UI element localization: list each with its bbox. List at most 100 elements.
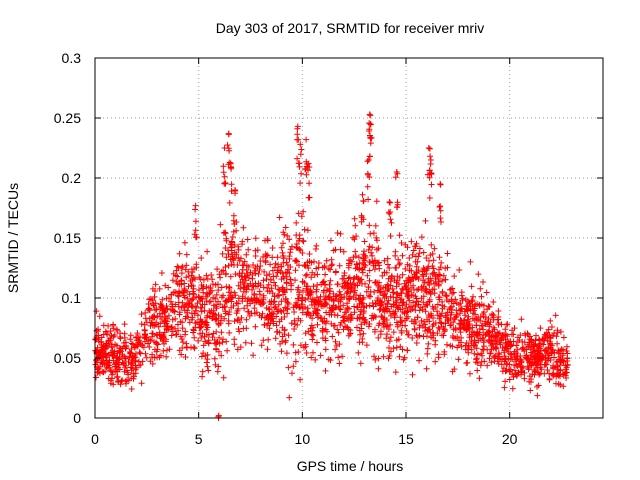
data-point [468, 298, 475, 305]
data-point [296, 262, 302, 269]
data-point [249, 286, 255, 293]
data-point [306, 180, 313, 187]
data-point [128, 361, 135, 368]
data-point [432, 337, 439, 344]
data-point [347, 327, 354, 334]
data-point [411, 286, 417, 293]
data-point [441, 303, 448, 310]
data-point [341, 294, 348, 300]
data-point [468, 346, 475, 353]
data-point [521, 369, 528, 376]
data-point [144, 340, 151, 347]
data-point [385, 355, 392, 362]
data-point [230, 212, 237, 219]
data-point [222, 271, 229, 278]
data-point [288, 282, 295, 289]
data-point [191, 345, 198, 352]
data-point [355, 295, 362, 302]
data-point [216, 271, 223, 278]
data-point [286, 253, 293, 260]
data-point [303, 271, 310, 278]
data-point [553, 380, 559, 387]
data-point [404, 331, 411, 338]
data-point [543, 329, 550, 336]
data-point [222, 264, 229, 270]
data-point [291, 326, 298, 332]
data-point [450, 300, 457, 307]
data-point [365, 196, 372, 203]
data-point [219, 339, 226, 346]
data-point [188, 297, 194, 304]
data-point [309, 315, 316, 322]
data-point [348, 311, 354, 318]
data-point [291, 309, 298, 315]
data-point [240, 325, 247, 332]
data-point [367, 293, 374, 300]
data-point [408, 267, 415, 274]
data-point [491, 332, 498, 339]
data-point [373, 246, 380, 253]
data-point [297, 304, 303, 311]
data-point [218, 352, 225, 359]
data-point [261, 321, 268, 328]
data-point [495, 316, 502, 323]
data-point [325, 265, 332, 272]
data-point [442, 276, 449, 283]
data-point [412, 307, 419, 314]
data-point [393, 290, 400, 297]
data-point [179, 319, 186, 326]
y-tick-label: 0.2 [62, 170, 82, 186]
data-point [437, 207, 444, 214]
data-point [114, 327, 121, 334]
data-point [308, 322, 315, 329]
data-point [228, 289, 235, 296]
data-point [181, 292, 187, 299]
data-point [493, 338, 499, 345]
data-point [435, 354, 442, 361]
data-point [305, 160, 312, 167]
data-point [230, 257, 237, 263]
data-point [429, 323, 436, 330]
data-point [272, 260, 279, 267]
data-point [322, 271, 329, 278]
data-point [206, 298, 213, 305]
data-point [418, 317, 425, 324]
data-point [401, 354, 408, 361]
data-point [418, 234, 425, 241]
data-point [475, 337, 482, 344]
data-point [489, 311, 496, 317]
data-point [318, 315, 325, 322]
data-point [397, 343, 404, 350]
data-point [469, 315, 476, 322]
data-point [246, 297, 253, 304]
data-point [263, 276, 270, 283]
data-point [531, 355, 538, 362]
data-point [192, 276, 198, 283]
data-point [404, 347, 411, 354]
data-point [251, 267, 258, 274]
data-point [133, 364, 140, 371]
data-point [179, 263, 186, 270]
data-point [335, 329, 342, 336]
data-point [559, 356, 565, 363]
data-point [525, 331, 532, 338]
data-point [397, 319, 404, 326]
data-point [284, 232, 291, 239]
data-point [546, 375, 553, 382]
data-point [537, 364, 544, 371]
data-point [96, 313, 103, 320]
data-point [359, 267, 366, 273]
data-point [334, 312, 341, 319]
data-point [260, 284, 267, 291]
data-point [111, 332, 118, 338]
data-point [391, 311, 398, 318]
data-point [439, 310, 445, 317]
data-point [458, 306, 464, 313]
data-point [485, 303, 492, 310]
data-point [330, 304, 336, 311]
data-point [214, 266, 221, 273]
data-point [424, 333, 430, 340]
data-point [302, 272, 309, 279]
data-point [159, 304, 166, 311]
data-point [428, 171, 435, 178]
